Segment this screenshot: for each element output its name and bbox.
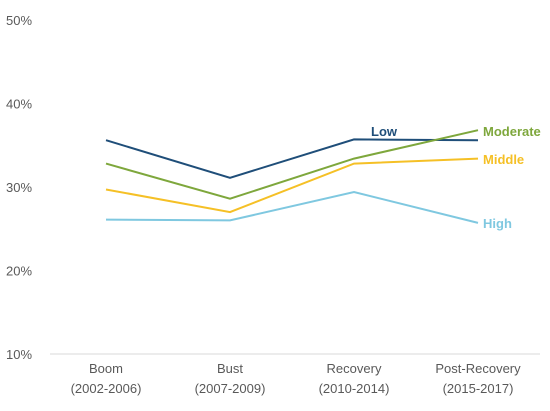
x-axis-ticks: Boom (2002-2006) Bust (2007-2009) Recovery (2…	[71, 361, 522, 396]
x-tick-label: Boom	[89, 361, 123, 376]
y-axis-ticks: 10% 20% 30% 40% 50%	[6, 13, 32, 362]
y-tick-label: 50%	[6, 13, 32, 28]
series-line-moderate	[105, 129, 479, 200]
series-lines	[105, 129, 479, 224]
y-tick-label: 40%	[6, 97, 32, 112]
series-label-moderate: Moderate	[483, 124, 541, 139]
y-tick-label: 30%	[6, 180, 32, 195]
series-line-high	[105, 190, 479, 224]
x-tick-label: (2010-2014)	[319, 381, 390, 396]
x-tick-label: (2015-2017)	[443, 381, 514, 396]
y-tick-label: 20%	[6, 264, 32, 279]
x-tick-label: (2002-2006)	[71, 381, 142, 396]
series-line-low	[105, 138, 479, 179]
x-tick-label: Bust	[217, 361, 243, 376]
x-tick-label: Post-Recovery	[435, 361, 521, 376]
series-label-middle: Middle	[483, 152, 524, 167]
series-label-high: High	[483, 216, 512, 231]
y-tick-label: 10%	[6, 347, 32, 362]
series-labels: Low Moderate Middle High	[371, 124, 541, 231]
x-tick-label: Recovery	[327, 361, 382, 376]
series-line-middle	[105, 157, 479, 214]
x-tick-label: (2007-2009)	[195, 381, 266, 396]
series-label-low: Low	[371, 124, 398, 139]
